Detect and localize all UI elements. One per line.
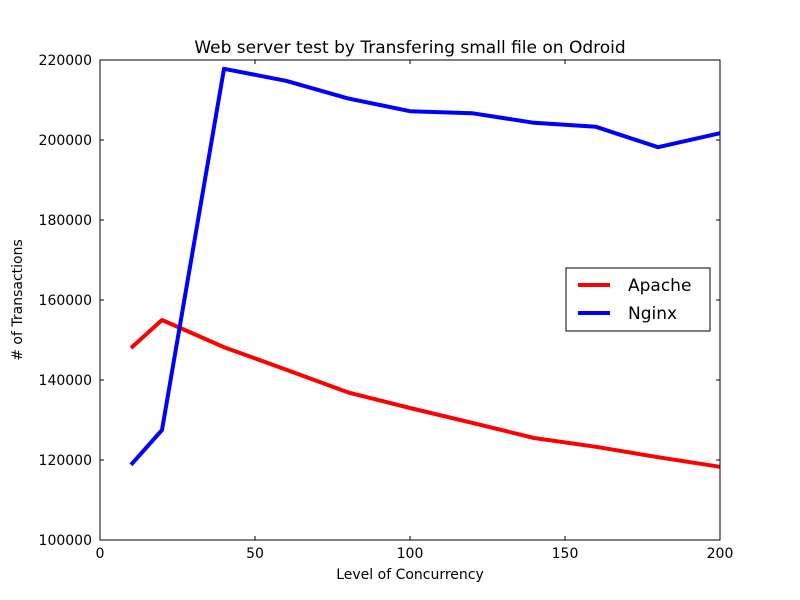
y-tick-label: 220000: [39, 53, 92, 69]
legend-label-apache: Apache: [628, 276, 691, 296]
axis-ticks: 0 50 100 150 200 100000 120000 140000 160000 1800…: [39, 53, 734, 562]
series-line-nginx: [129, 66, 721, 467]
series-line-apache: [129, 318, 721, 469]
y-axis-label: # of Transactions: [10, 239, 26, 361]
legend-box: [565, 267, 711, 332]
y-tick-label: 140000: [39, 373, 92, 389]
series-lines: [129, 66, 721, 469]
x-axis-label: Level of Concurrency: [336, 567, 484, 583]
x-tick-label: 0: [96, 546, 105, 562]
x-tick-label: 150: [552, 546, 579, 562]
x-tick-label: 50: [246, 546, 264, 562]
chart-title: Web server test by Transfering small fil…: [194, 38, 625, 58]
y-tick-label: 200000: [39, 133, 92, 149]
plot-area-frame: [99, 59, 721, 541]
y-tick-label: 100000: [39, 533, 92, 549]
y-tick-label: 160000: [39, 293, 92, 309]
y-tick-label: 120000: [39, 453, 92, 469]
y-tick-label: 180000: [39, 213, 92, 229]
legend: Apache Nginx: [565, 267, 711, 332]
x-tick-label: 200: [707, 546, 734, 562]
legend-label-nginx: Nginx: [628, 304, 677, 324]
x-tick-label: 100: [397, 546, 424, 562]
